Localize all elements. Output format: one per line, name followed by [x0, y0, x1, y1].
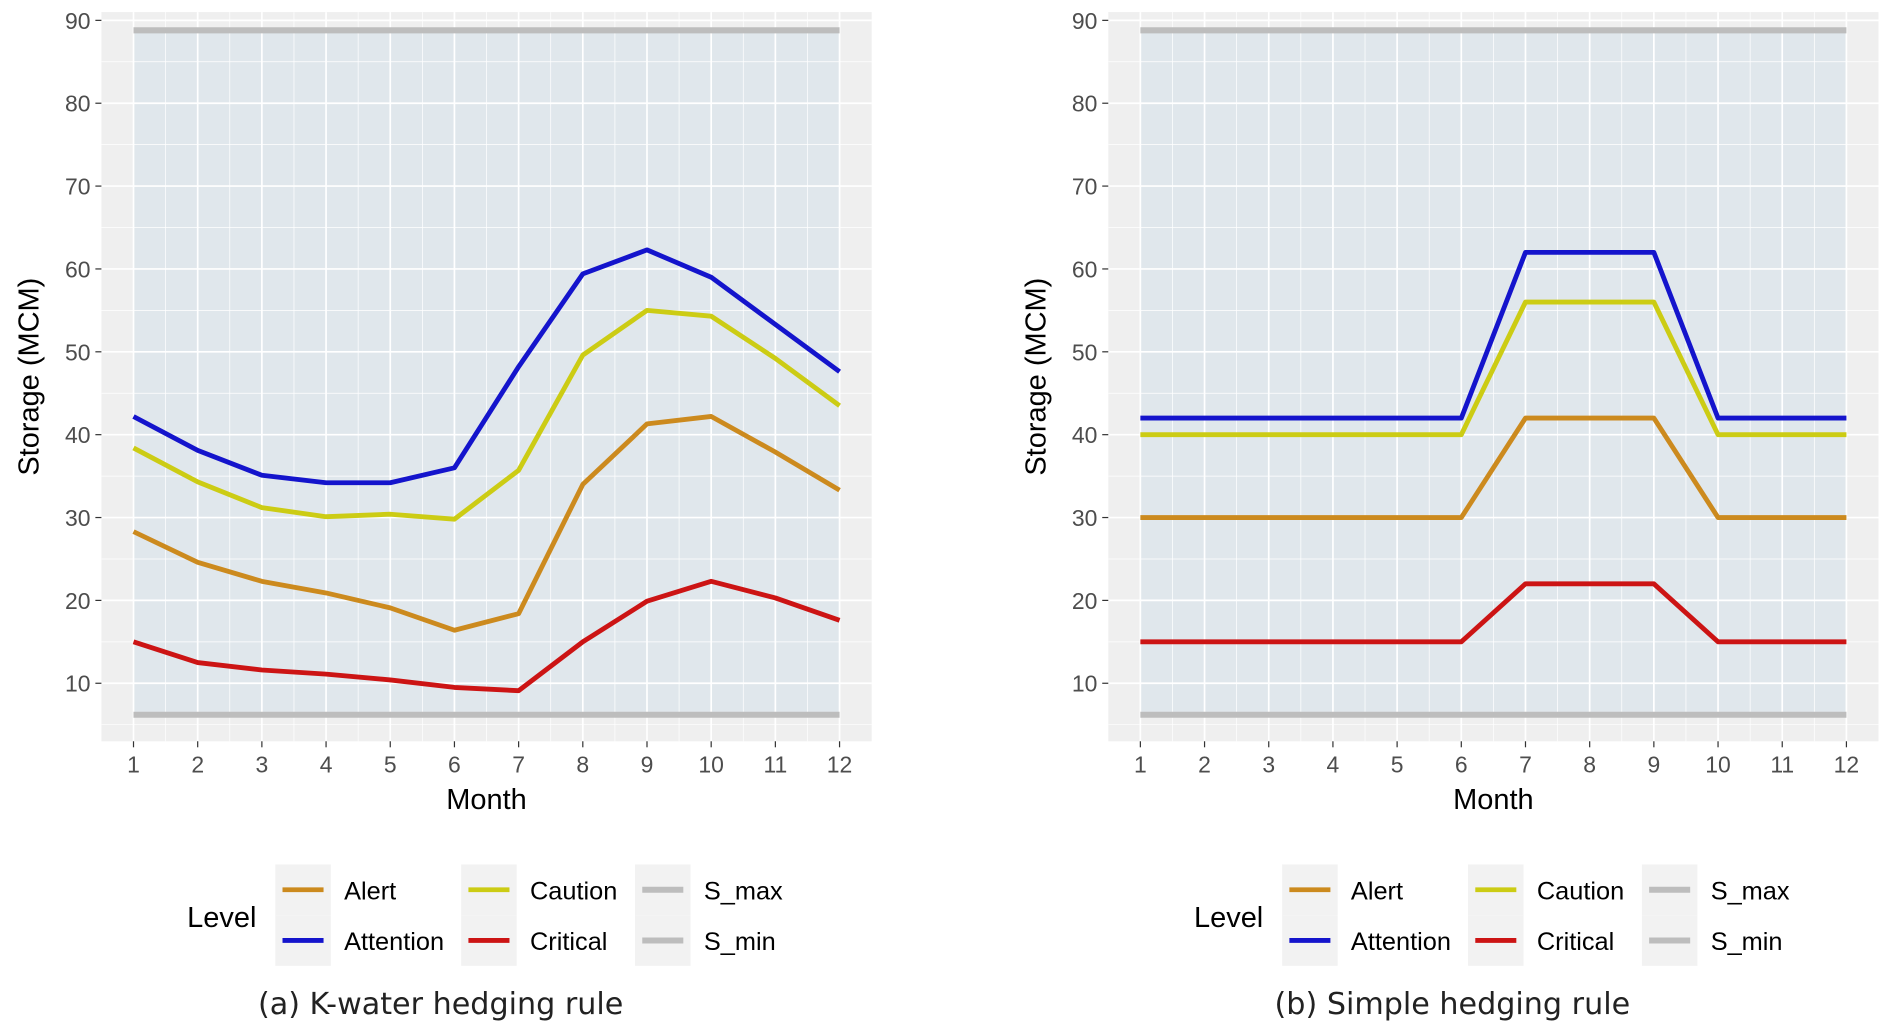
y-tick-label: 10 — [1072, 671, 1098, 697]
y-tick-label: 80 — [65, 91, 91, 117]
x-tick-label: 1 — [1134, 752, 1147, 778]
y-tick-label: 50 — [65, 339, 91, 365]
legend-label: S_max — [1711, 877, 1790, 905]
legend: Level Alert Attention Caution Critical S_max S… — [187, 864, 783, 966]
x-tick-label: 2 — [191, 752, 204, 778]
x-tick-label: 11 — [1770, 752, 1794, 778]
y-axis-title: Storage (MCM) — [1020, 278, 1052, 476]
x-tick-label: 7 — [512, 752, 525, 778]
y-tick-label: 20 — [1072, 588, 1098, 614]
series-line-caution — [132, 307, 841, 522]
legend: Level Alert Attention Caution Critical S_max S… — [1194, 864, 1790, 966]
series-lines — [132, 27, 841, 718]
y-tick-label: 60 — [65, 256, 91, 282]
series-line-attention — [132, 247, 841, 486]
x-axis: 1 2 3 4 5 6 7 8 9 10 11 12 — [1134, 741, 1860, 778]
legend-label: Attention — [344, 928, 444, 956]
y-tick-label: 90 — [65, 8, 91, 34]
y-tick-label: 50 — [1072, 339, 1098, 365]
x-tick-label: 9 — [641, 752, 654, 778]
y-axis: 10 20 30 40 50 60 70 80 90 — [65, 8, 102, 697]
y-tick-label: 30 — [1072, 505, 1098, 531]
y-tick-label: 20 — [65, 588, 91, 614]
x-axis-title: Month — [446, 784, 527, 816]
x-tick-label: 6 — [448, 752, 461, 778]
y-axis: 10 20 30 40 50 60 70 80 90 — [1072, 8, 1109, 697]
legend-title: Level — [187, 902, 256, 934]
panel-caption: (a) K-water hedging rule — [258, 987, 623, 1022]
y-axis-title: Storage (MCM) — [14, 278, 46, 476]
y-tick-label: 60 — [1072, 256, 1098, 282]
y-tick-label: 40 — [65, 422, 91, 448]
legend-label: Critical — [1537, 928, 1614, 956]
legend-label: Alert — [1351, 877, 1403, 905]
x-tick-label: 9 — [1647, 752, 1660, 778]
y-tick-label: 10 — [65, 671, 91, 697]
legend-label: S_max — [704, 877, 783, 905]
series-line-caution — [1140, 299, 1847, 438]
y-tick-label: 70 — [1072, 174, 1098, 200]
x-tick-label: 5 — [1391, 752, 1404, 778]
x-tick-label: 8 — [576, 752, 589, 778]
gridlines — [1108, 12, 1879, 742]
series-line-attention — [1140, 249, 1847, 421]
legend-label: Alert — [344, 877, 396, 905]
y-tick-label: 80 — [1072, 91, 1098, 117]
series-line-critical — [1140, 581, 1847, 645]
x-tick-label: 10 — [698, 752, 724, 778]
x-tick-label: 12 — [1834, 752, 1860, 778]
y-tick-label: 70 — [65, 174, 91, 200]
x-tick-label: 1 — [127, 752, 140, 778]
x-tick-label: 12 — [827, 752, 852, 778]
y-tick-label: 30 — [65, 505, 91, 531]
legend-label: Caution — [1537, 877, 1624, 905]
x-axis-title: Month — [1453, 784, 1534, 816]
legend-label: S_min — [1711, 928, 1783, 956]
x-axis: 1 2 3 4 5 6 7 8 9 10 11 12 — [127, 741, 852, 778]
series-lines — [1140, 27, 1847, 718]
x-tick-label: 2 — [1198, 752, 1211, 778]
x-tick-label: 3 — [256, 752, 269, 778]
legend-label: Critical — [530, 928, 607, 956]
panel-caption: (b) Simple hedging rule — [1275, 987, 1631, 1022]
series-line-critical — [132, 578, 841, 694]
legend-label: S_min — [704, 928, 776, 956]
x-tick-label: 4 — [1327, 752, 1340, 778]
legend-label: Caution — [530, 877, 617, 905]
x-tick-label: 8 — [1583, 752, 1596, 778]
series-line-alert — [132, 414, 841, 633]
x-tick-label: 10 — [1705, 752, 1731, 778]
x-tick-label: 4 — [320, 752, 333, 778]
x-tick-label: 6 — [1455, 752, 1468, 778]
y-tick-label: 40 — [1072, 422, 1098, 448]
legend-title: Level — [1194, 902, 1263, 934]
x-tick-label: 3 — [1262, 752, 1275, 778]
x-tick-label: 7 — [1519, 752, 1532, 778]
legend-label: Attention — [1351, 928, 1451, 956]
y-tick-label: 90 — [1072, 8, 1098, 34]
x-tick-label: 11 — [763, 752, 787, 778]
x-tick-label: 5 — [384, 752, 397, 778]
series-line-alert — [1140, 415, 1847, 520]
